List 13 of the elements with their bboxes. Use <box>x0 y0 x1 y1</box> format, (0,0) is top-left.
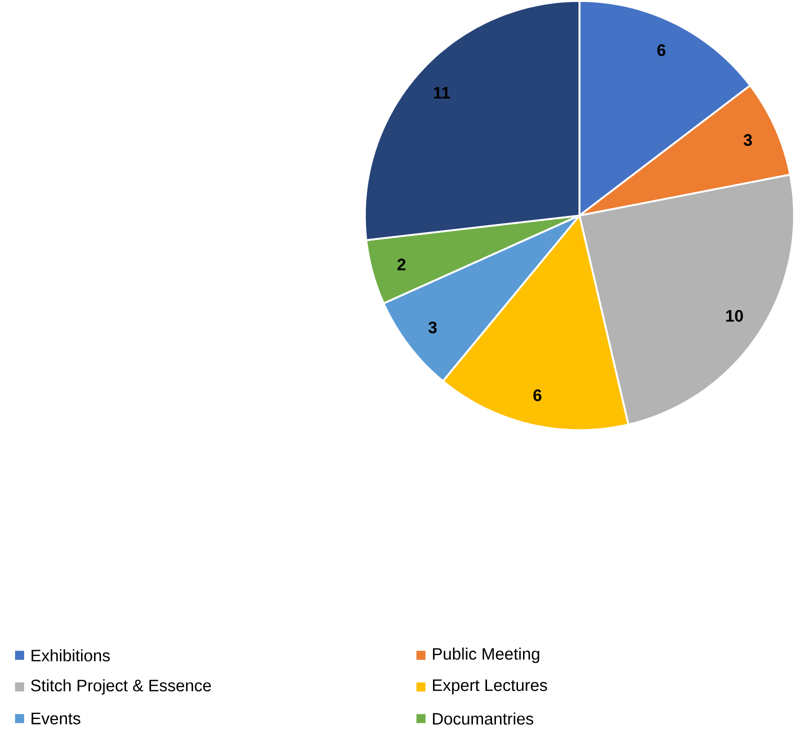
data-label: 3 <box>744 134 752 146</box>
legend-label: Exhibitions <box>32 649 110 662</box>
legend-label: Public Meeting <box>433 648 540 664</box>
data-label: 6 <box>533 390 542 402</box>
data-label: 2 <box>397 258 406 270</box>
legend-label: Documantries <box>433 712 534 725</box>
legend-label: Events <box>32 712 80 725</box>
legend-label: Stitch Project & Essence <box>31 679 211 695</box>
data-label: 3 <box>428 322 437 334</box>
data-label: 10 <box>726 310 743 322</box>
legend-label: Expert Lectures <box>433 680 548 695</box>
data-label: 11 <box>434 87 450 99</box>
data-label: 6 <box>657 44 666 56</box>
